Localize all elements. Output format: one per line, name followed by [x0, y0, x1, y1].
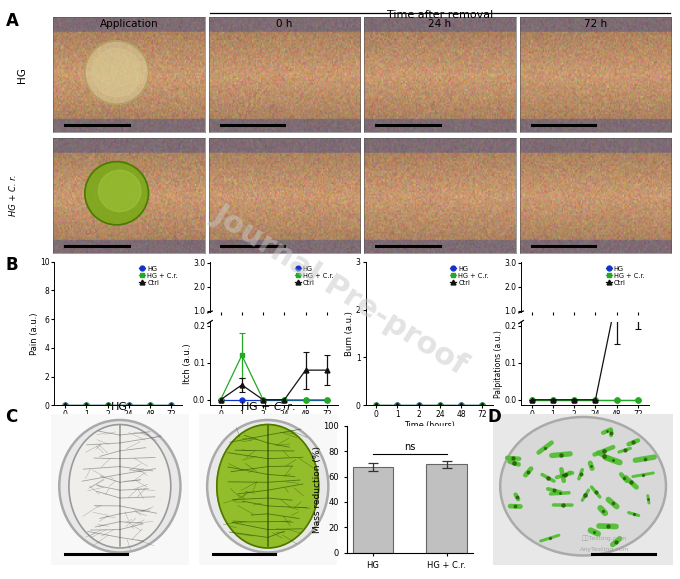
Y-axis label: Palpitations (a.u.): Palpitations (a.u.): [494, 329, 503, 398]
Title: HG + $\it{C. r.}$: HG + $\it{C. r.}$: [240, 400, 296, 412]
Ellipse shape: [217, 424, 319, 548]
Y-axis label: Burn (a.u.): Burn (a.u.): [345, 311, 354, 356]
X-axis label: Time (hours): Time (hours): [248, 420, 299, 430]
Text: Time after removal: Time after removal: [387, 10, 493, 20]
Legend: HG, HG + C.r., Ctrl: HG, HG + C.r., Ctrl: [449, 265, 490, 287]
Circle shape: [500, 417, 666, 555]
Y-axis label: Itch (a.u.): Itch (a.u.): [182, 343, 192, 384]
X-axis label: Time (hours): Time (hours): [560, 420, 610, 430]
Text: C: C: [5, 408, 18, 426]
Text: Application: Application: [99, 19, 158, 28]
Text: Journal Pre-proof: Journal Pre-proof: [207, 199, 473, 380]
Legend: HG, HG + C.r., Ctrl: HG, HG + C.r., Ctrl: [294, 265, 334, 287]
Legend: HG, HG + C.r., Ctrl: HG, HG + C.r., Ctrl: [139, 265, 179, 287]
Text: 72 h: 72 h: [584, 19, 607, 28]
Ellipse shape: [69, 424, 171, 548]
Bar: [352, 467, 393, 553]
Text: B: B: [5, 256, 18, 274]
Y-axis label: Mass reduction (%): Mass reduction (%): [313, 446, 322, 533]
Text: 0 h: 0 h: [276, 19, 292, 28]
Text: 24 h: 24 h: [428, 19, 452, 28]
X-axis label: Time (hours): Time (hours): [404, 420, 455, 430]
Ellipse shape: [99, 170, 141, 212]
Text: HG: HG: [18, 67, 27, 83]
Text: A: A: [5, 12, 18, 30]
Circle shape: [207, 420, 328, 552]
Circle shape: [59, 420, 180, 552]
Text: AnyTesting.com: AnyTesting.com: [580, 547, 630, 552]
Ellipse shape: [85, 41, 148, 104]
Ellipse shape: [92, 49, 141, 97]
Y-axis label: Pain (a.u.): Pain (a.u.): [29, 312, 39, 355]
Text: HG + C. r.: HG + C. r.: [9, 175, 18, 217]
Legend: HG, HG + C.r., Ctrl: HG, HG + C.r., Ctrl: [605, 265, 645, 287]
Text: D: D: [488, 408, 501, 426]
Ellipse shape: [85, 162, 148, 225]
Text: ns: ns: [404, 442, 415, 452]
X-axis label: Time (hours): Time (hours): [92, 420, 143, 430]
Bar: [426, 464, 467, 553]
Text: 嘉峪Testing.com: 嘉峪Testing.com: [582, 536, 628, 541]
Title: HG: HG: [112, 402, 129, 412]
